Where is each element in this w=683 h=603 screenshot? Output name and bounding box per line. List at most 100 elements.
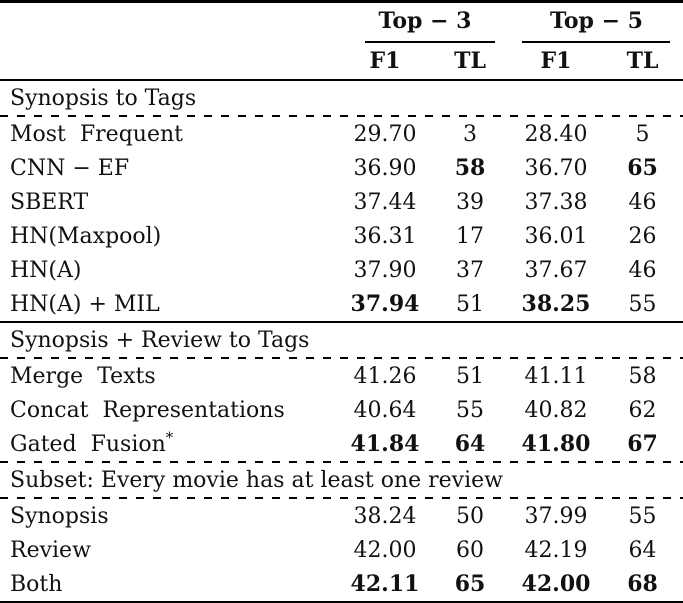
section-title-row: Subset: Every movie has at least one rev…	[0, 463, 683, 497]
subheader-f1-top5: F1	[540, 48, 572, 74]
table-row: Gated Fusion* 41.84 64 41.80 67	[0, 427, 683, 461]
cell-value: 41.80	[521, 431, 591, 457]
cell-value: 64	[454, 431, 486, 457]
cell-value: 42.00	[521, 571, 591, 597]
cell-value: 37	[456, 257, 484, 283]
cell-value: 42.19	[524, 537, 588, 563]
row-label: Gated Fusion*	[10, 428, 174, 457]
header-label-spacer	[0, 3, 340, 43]
cell-value: 62	[628, 397, 657, 423]
header-group-row: Top − 3 Top − 5	[0, 3, 683, 43]
table-row: Most Frequent 29.70 3 28.40 5	[0, 117, 683, 151]
top-rule	[0, 0, 683, 3]
cell-value: 38.24	[353, 503, 417, 529]
dashed-rule	[0, 115, 683, 117]
dashed-rule	[0, 461, 683, 463]
cell-value: 37.99	[524, 503, 588, 529]
cell-value: 65	[627, 155, 658, 181]
table-row: CNN − EF 36.90 58 36.70 65	[0, 151, 683, 185]
table-row: Synopsis 38.24 50 37.99 55	[0, 499, 683, 533]
section-title-row: Synopsis to Tags	[0, 81, 683, 115]
cell-value: 65	[454, 571, 486, 597]
cell-value: 58	[628, 363, 657, 389]
row-label: CNN − EF	[10, 155, 130, 181]
row-label: Both	[10, 571, 63, 597]
row-label: HN(A) + MIL	[10, 291, 160, 317]
cell-value: 5	[635, 121, 650, 147]
cell-value: 41.26	[353, 363, 417, 389]
header-subcolumn-row: F1 TL F1 TL	[0, 43, 683, 79]
cell-value: 39	[456, 189, 484, 215]
header-bottom-rule	[0, 79, 683, 81]
cell-value: 41.11	[524, 363, 588, 389]
cell-value: 40.64	[353, 397, 417, 423]
dashed-rule	[0, 497, 683, 499]
cmidrule-top5	[522, 41, 670, 43]
row-label: SBERT	[10, 189, 89, 215]
subheader-tl-top5: TL	[626, 48, 659, 74]
subheader-f1-top3: F1	[369, 48, 401, 74]
table-row: Review 42.00 60 42.19 64	[0, 533, 683, 567]
row-label: Concat Representations	[10, 397, 285, 423]
section-rule	[0, 321, 683, 323]
cell-value: 64	[628, 537, 657, 563]
cell-value: 50	[456, 503, 484, 529]
cell-value: 42.11	[350, 571, 420, 597]
table-row: HN(A) 37.90 37 37.67 46	[0, 253, 683, 287]
cell-value: 36.90	[353, 155, 417, 181]
row-label: Synopsis	[10, 503, 109, 529]
cell-value: 37.94	[350, 291, 420, 317]
section-title: Synopsis to Tags	[10, 85, 197, 111]
column-group-top3: Top − 3	[340, 3, 510, 43]
cell-value: 46	[628, 257, 657, 283]
cell-value: 40.82	[524, 397, 588, 423]
cell-value: 68	[627, 571, 658, 597]
cell-value: 37.38	[524, 189, 588, 215]
row-label-superscript: *	[165, 428, 174, 447]
subheader-tl-top3: TL	[454, 48, 486, 74]
cell-value: 67	[627, 431, 658, 457]
cell-value: 55	[628, 503, 657, 529]
cell-value: 46	[628, 189, 657, 215]
column-group-top5: Top − 5	[510, 3, 683, 43]
section-title-row: Synopsis + Review to Tags	[0, 323, 683, 357]
table-row: HN(Maxpool) 36.31 17 36.01 26	[0, 219, 683, 253]
dashed-rule	[0, 357, 683, 359]
cell-value: 36.31	[353, 223, 417, 249]
cell-value: 36.70	[524, 155, 588, 181]
bottom-rule	[0, 601, 683, 603]
cmidrule-top3	[365, 41, 495, 43]
cell-value: 37.44	[353, 189, 417, 215]
cell-value: 38.25	[521, 291, 591, 317]
cell-value: 41.84	[350, 431, 420, 457]
row-label: Review	[10, 537, 91, 563]
row-label: HN(Maxpool)	[10, 223, 162, 249]
table-body: Synopsis to Tags Most Frequent 29.70 3 28.40…	[0, 81, 683, 603]
table-row: HN(A) + MIL 37.94 51 38.25 55	[0, 287, 683, 321]
cell-value: 37.90	[353, 257, 417, 283]
cell-value: 29.70	[353, 121, 417, 147]
section-title: Synopsis + Review to Tags	[10, 327, 310, 353]
cell-value: 51	[456, 291, 484, 317]
table-row: Concat Representations 40.64 55 40.82 62	[0, 393, 683, 427]
row-label: HN(A)	[10, 257, 82, 283]
cell-value: 58	[454, 155, 486, 181]
cell-value: 26	[628, 223, 657, 249]
cell-value: 28.40	[524, 121, 588, 147]
cell-value: 3	[463, 121, 477, 147]
row-label: Merge Texts	[10, 363, 156, 389]
cell-value: 55	[456, 397, 484, 423]
table-row: Both 42.11 65 42.00 68	[0, 567, 683, 601]
cell-value: 51	[456, 363, 484, 389]
column-group-top3-label: Top − 3	[378, 8, 472, 34]
column-group-top5-label: Top − 5	[550, 8, 643, 34]
cell-value: 60	[456, 537, 484, 563]
section-title: Subset: Every movie has at least one rev…	[10, 467, 504, 493]
cell-value: 55	[628, 291, 657, 317]
table-row: SBERT 37.44 39 37.38 46	[0, 185, 683, 219]
cell-value: 17	[456, 223, 484, 249]
table-row: Merge Texts 41.26 51 41.11 58	[0, 359, 683, 393]
row-label: Most Frequent	[10, 121, 183, 147]
cell-value: 36.01	[524, 223, 588, 249]
